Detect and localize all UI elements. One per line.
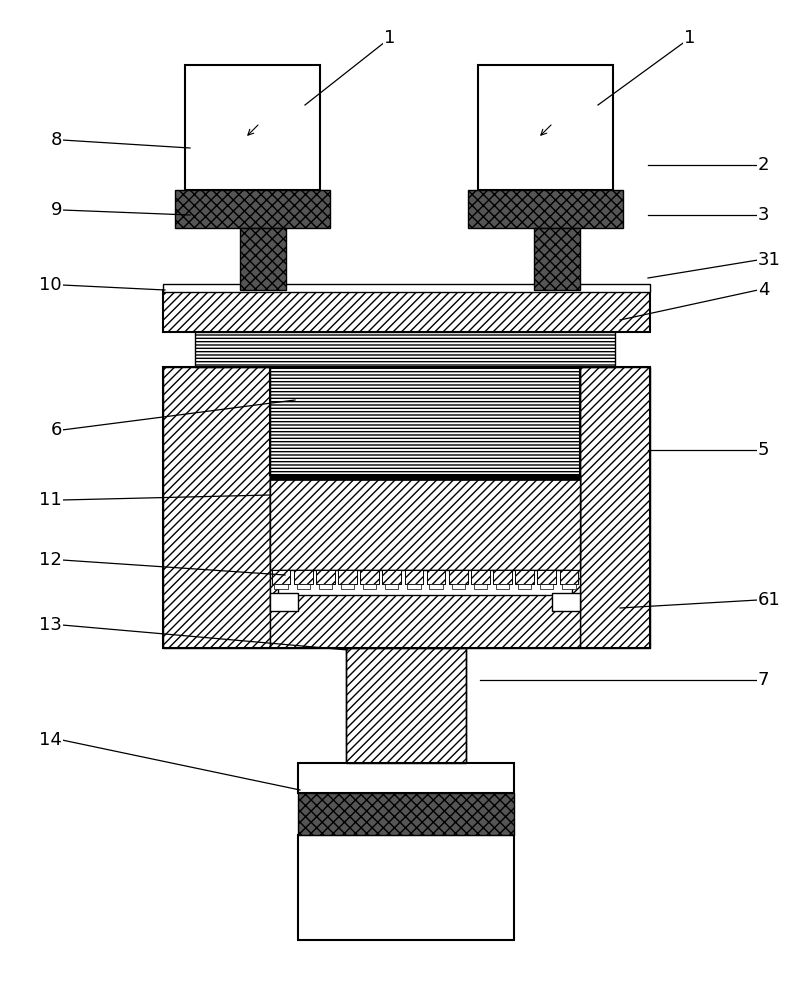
Text: 9: 9: [50, 201, 62, 219]
Bar: [579, 367, 649, 648]
Bar: [337, 570, 357, 584]
Bar: [270, 475, 579, 570]
Bar: [551, 593, 579, 611]
Text: 13: 13: [39, 616, 62, 634]
Bar: [270, 332, 579, 475]
Bar: [240, 228, 285, 290]
Bar: [517, 584, 530, 589]
Text: 6: 6: [50, 421, 62, 439]
Text: 1: 1: [384, 29, 395, 47]
Bar: [470, 570, 489, 584]
Bar: [345, 648, 466, 763]
Bar: [478, 65, 612, 190]
Bar: [448, 570, 467, 584]
Bar: [561, 584, 575, 589]
Bar: [298, 793, 513, 835]
Bar: [559, 570, 577, 584]
Bar: [360, 570, 379, 584]
Bar: [382, 570, 401, 584]
Text: 5: 5: [757, 441, 769, 459]
Bar: [470, 570, 489, 584]
Text: 14: 14: [39, 731, 62, 749]
Bar: [277, 570, 571, 595]
Text: 2: 2: [757, 156, 769, 174]
Bar: [537, 570, 556, 584]
Bar: [294, 570, 312, 584]
Bar: [163, 367, 649, 648]
Bar: [163, 290, 649, 332]
Text: 4: 4: [757, 281, 769, 299]
Bar: [492, 570, 511, 584]
Bar: [426, 570, 445, 584]
Bar: [426, 570, 445, 584]
Bar: [163, 367, 270, 648]
Bar: [473, 584, 487, 589]
Bar: [175, 190, 329, 228]
Bar: [296, 584, 310, 589]
Bar: [492, 570, 511, 584]
Text: 61: 61: [757, 591, 780, 609]
Bar: [341, 584, 354, 589]
Bar: [298, 835, 513, 940]
Bar: [407, 584, 420, 589]
Bar: [294, 570, 312, 584]
Bar: [384, 584, 398, 589]
Bar: [515, 570, 534, 584]
Bar: [163, 284, 649, 292]
Bar: [315, 570, 334, 584]
Bar: [185, 65, 320, 190]
Bar: [496, 584, 508, 589]
Bar: [315, 570, 334, 584]
Bar: [404, 570, 423, 584]
Bar: [272, 570, 290, 584]
Text: 7: 7: [757, 671, 769, 689]
Bar: [404, 570, 423, 584]
Bar: [274, 584, 287, 589]
Bar: [467, 190, 622, 228]
Bar: [537, 570, 556, 584]
Bar: [319, 584, 332, 589]
Bar: [429, 584, 442, 589]
Bar: [337, 570, 357, 584]
Bar: [515, 570, 534, 584]
Bar: [298, 763, 513, 793]
Text: 31: 31: [757, 251, 780, 269]
Bar: [270, 475, 298, 555]
Bar: [272, 570, 290, 584]
Text: 12: 12: [39, 551, 62, 569]
Text: 1: 1: [684, 29, 695, 47]
Bar: [451, 584, 464, 589]
Bar: [559, 570, 577, 584]
Text: 11: 11: [39, 491, 62, 509]
Bar: [534, 228, 579, 290]
Bar: [270, 593, 298, 611]
Bar: [448, 570, 467, 584]
Bar: [539, 584, 553, 589]
Bar: [551, 475, 579, 555]
Bar: [195, 332, 614, 367]
Bar: [360, 570, 379, 584]
Bar: [382, 570, 401, 584]
Text: 3: 3: [757, 206, 769, 224]
Text: 10: 10: [39, 276, 62, 294]
Bar: [363, 584, 375, 589]
Text: 8: 8: [50, 131, 62, 149]
Bar: [345, 648, 466, 763]
Bar: [270, 475, 579, 480]
Bar: [270, 475, 579, 648]
